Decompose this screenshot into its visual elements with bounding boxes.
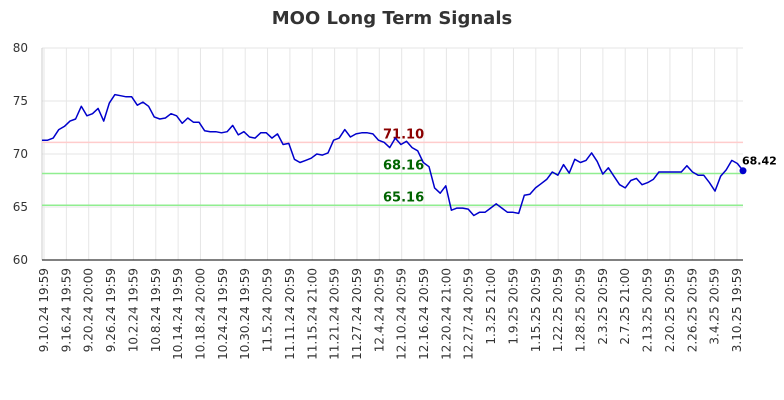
level-label: 71.10 xyxy=(383,127,424,142)
x-tick-label: 9.20.24 20:00 xyxy=(82,268,96,352)
last-value-label: 68.42 xyxy=(742,155,777,168)
x-tick-label: 3.4.25 20:59 xyxy=(708,268,722,345)
x-tick-label: 2.7.25 21:00 xyxy=(618,268,632,345)
x-tick-label: 3.10.25 19:59 xyxy=(730,268,744,352)
x-tick-label: 12.10.24 20:59 xyxy=(395,268,409,360)
x-tick-label: 1.3.25 21:00 xyxy=(484,268,498,345)
x-tick-label: 11.5.24 20:59 xyxy=(261,268,275,352)
x-tick-label: 11.11.24 20:59 xyxy=(283,268,297,360)
x-tick-label: 2.3.25 20:59 xyxy=(596,268,610,345)
x-tick-label: 2.20.25 20:59 xyxy=(663,268,677,352)
x-tick-label: 9.26.24 19:59 xyxy=(104,268,118,352)
x-tick-label: 12.27.24 20:59 xyxy=(462,268,476,360)
level-label: 65.16 xyxy=(383,190,424,205)
x-tick-label: 1.22.25 20:59 xyxy=(551,268,565,352)
y-tick-label: 60 xyxy=(13,253,28,267)
x-tick-label: 10.18.24 20:00 xyxy=(193,268,207,360)
y-tick-label: 65 xyxy=(13,200,28,214)
x-tick-label: 12.4.24 20:59 xyxy=(372,268,386,352)
x-tick-label: 1.15.25 20:59 xyxy=(529,268,543,352)
price-series-line xyxy=(42,93,744,217)
chart-title: MOO Long Term Signals xyxy=(271,8,513,29)
x-tick-label: 10.2.24 19:59 xyxy=(126,268,140,352)
last-value-marker xyxy=(739,167,747,175)
x-tick-label: 1.28.25 20:59 xyxy=(574,268,588,352)
y-tick-label: 75 xyxy=(13,94,28,108)
x-tick-label: 10.14.24 19:59 xyxy=(171,268,185,360)
x-tick-label: 10.24.24 19:59 xyxy=(216,268,230,360)
x-tick-label: 9.10.24 19:59 xyxy=(37,268,51,352)
x-tick-label: 2.13.25 20:59 xyxy=(641,268,655,352)
x-tick-label: 1.9.25 20:59 xyxy=(506,268,520,345)
x-tick-label: 10.30.24 19:59 xyxy=(238,268,252,360)
x-tick-label: 11.21.24 20:59 xyxy=(328,268,342,360)
x-tick-label: 11.27.24 20:59 xyxy=(350,268,364,360)
x-tick-label: 9.16.24 19:59 xyxy=(59,268,73,352)
y-tick-label: 80 xyxy=(13,41,28,55)
x-tick-label: 2.26.25 20:59 xyxy=(685,268,699,352)
level-label: 68.16 xyxy=(383,159,424,174)
x-tick-label: 10.8.24 19:59 xyxy=(149,268,163,352)
x-tick-label: 12.16.24 20:59 xyxy=(417,268,431,360)
x-tick-label: 11.15.24 21:00 xyxy=(305,268,319,360)
x-tick-label: 12.20.24 21:00 xyxy=(439,268,453,360)
y-tick-label: 70 xyxy=(13,147,28,161)
